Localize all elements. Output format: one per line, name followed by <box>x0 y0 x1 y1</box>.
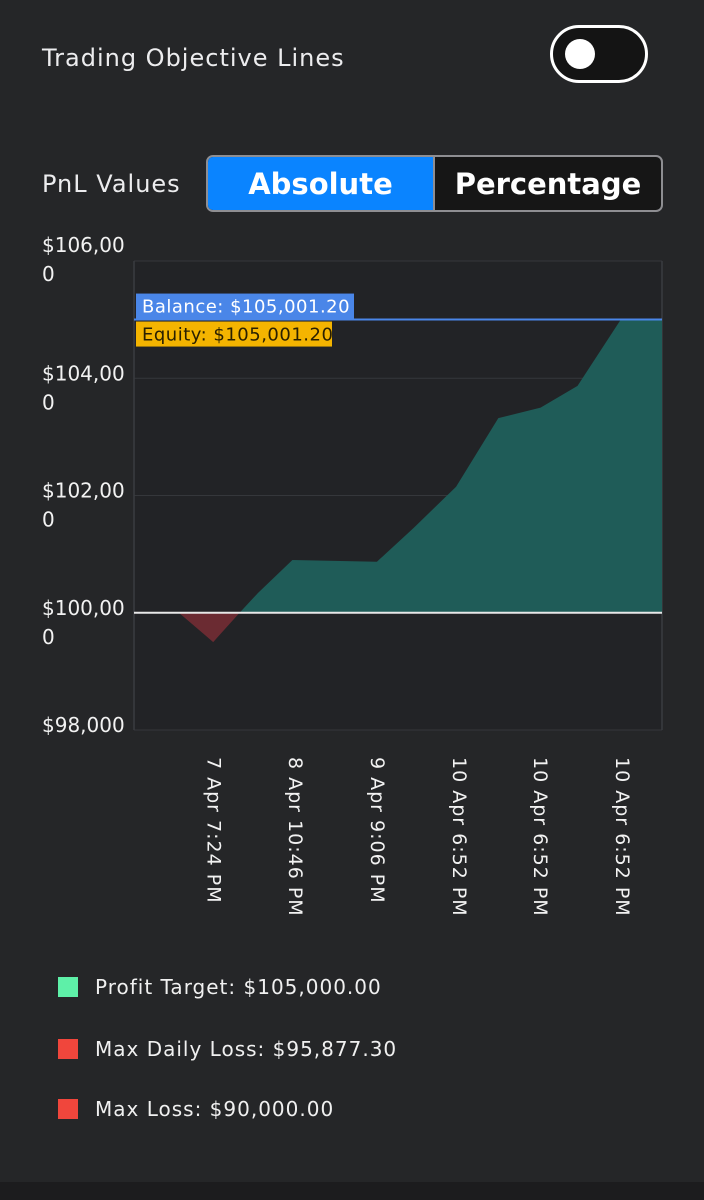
x-tick-label: 10 Apr 6:52 PM <box>529 757 551 917</box>
max-daily-loss-label: Max Daily Loss: $95,877.30 <box>95 1037 398 1061</box>
profit-area <box>134 319 662 613</box>
legend-item-max-loss: Max Loss: $90,000.00 <box>58 1097 658 1121</box>
x-tick-label: 8 Apr 10:46 PM <box>284 757 306 917</box>
loss-area <box>134 612 662 643</box>
equity-tag-background <box>136 321 332 347</box>
x-tick-label: 10 Apr 6:52 PM <box>448 757 470 917</box>
y-tick-label-line: $100,00 <box>42 596 125 620</box>
balance-tag-label: Balance: $105,001.20 <box>142 297 350 318</box>
profit-target-swatch <box>58 977 78 997</box>
absolute-option[interactable]: Absolute <box>208 157 435 210</box>
percentage-option[interactable]: Percentage <box>454 166 642 201</box>
y-tick-label-line: 0 <box>42 390 55 414</box>
y-tick-label-line: 0 <box>42 625 55 649</box>
equity-tag-label: Equity: $105,001.20 <box>142 325 333 346</box>
y-tick-label: $98,000 <box>42 713 125 737</box>
balance-tag-background <box>136 293 354 319</box>
trading-objective-lines-toggle[interactable] <box>550 25 648 83</box>
y-tick-label: $106,00 0 <box>42 233 125 286</box>
pnl-mode-segmented-control: Absolute Percentage <box>206 155 663 212</box>
x-tick-label: 7 Apr 7:24 PM <box>202 757 224 904</box>
toggle-knob <box>565 39 595 69</box>
trading-objective-lines-label: Trading Objective Lines <box>42 44 345 72</box>
trading-objective-lines-row: Trading Objective Lines <box>42 25 662 84</box>
pnl-chart: $106,00 0 $104,00 0 $102,00 0 $100,00 0 $98,000 B… <box>42 233 663 917</box>
y-tick-label: $104,00 0 <box>42 361 125 414</box>
x-tick-label: 10 Apr 6:52 PM <box>611 757 633 917</box>
y-tick-label-line: $102,00 <box>42 479 125 503</box>
y-tick-label-line: 0 <box>42 262 55 286</box>
legend-item-profit-target: Profit Target: $105,000.00 <box>58 975 658 999</box>
max-loss-swatch <box>58 1099 78 1119</box>
max-loss-label: Max Loss: $90,000.00 <box>95 1097 335 1121</box>
bottom-bar <box>0 1182 704 1200</box>
legend-item-max-daily-loss: Max Daily Loss: $95,877.30 <box>58 1037 658 1061</box>
y-tick-label-line: $98,000 <box>42 713 125 737</box>
y-tick-label-line: $106,00 <box>42 233 125 257</box>
y-tick-label: $100,00 0 <box>42 596 125 649</box>
y-tick-label: $102,00 0 <box>42 479 125 532</box>
profit-target-label: Profit Target: $105,000.00 <box>95 975 382 999</box>
y-tick-label-line: 0 <box>42 508 55 532</box>
max-daily-loss-swatch <box>58 1039 78 1059</box>
x-tick-label: 9 Apr 9:06 PM <box>366 757 388 904</box>
pnl-values-label: PnL Values <box>42 170 181 198</box>
y-tick-label-line: $104,00 <box>42 361 125 385</box>
